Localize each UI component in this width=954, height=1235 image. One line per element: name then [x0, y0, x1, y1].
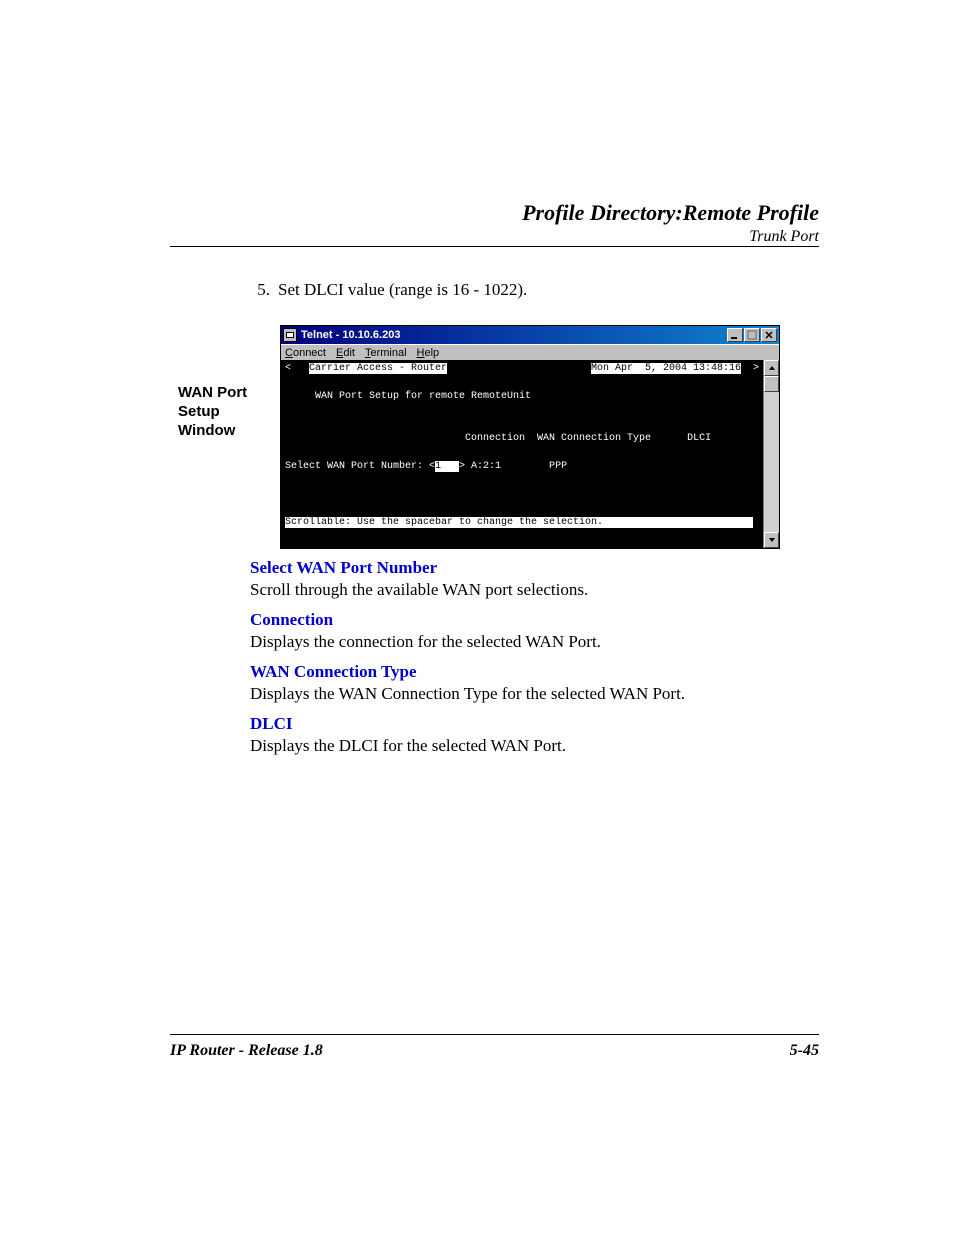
def-text-connection: Displays the connection for the selected… [250, 632, 819, 652]
header-title: Profile Directory:Remote Profile [522, 200, 819, 226]
terminal-blank-4 [285, 446, 759, 460]
footer-left: IP Router - Release 1.8 [170, 1042, 323, 1060]
row-suffix: > A:2:1 PPP [459, 461, 567, 472]
step-5: 5. Set DLCI value (range is 16 - 1022). [250, 280, 819, 300]
window-buttons [726, 328, 777, 342]
def-title-dlci: DLCI [250, 714, 819, 734]
terminal-status: Scrollable: Use the spacebar to change t… [285, 516, 759, 530]
body-content: 5. Set DLCI value (range is 16 - 1022). [250, 280, 819, 320]
app-icon [283, 328, 297, 342]
menu-edit[interactable]: Edit [336, 347, 355, 359]
def-text-dlci: Displays the DLCI for the selected WAN P… [250, 736, 819, 756]
side-label-line1: WAN Port [178, 384, 247, 403]
window-title: Telnet - 10.10.6.203 [301, 329, 726, 341]
menu-terminal-rest: erminal [370, 347, 406, 359]
scroll-track[interactable] [764, 376, 779, 532]
document-page: Profile Directory:Remote Profile Trunk P… [0, 0, 954, 1235]
figure-side-label: WAN Port Setup Window [178, 384, 247, 440]
menu-help[interactable]: Help [417, 347, 440, 359]
scroll-up-button[interactable] [764, 360, 779, 376]
terminal-wrap: < Carrier Access - Router Mon Apr 5, 200… [281, 360, 779, 548]
l1-title: Carrier Access - Router [309, 363, 447, 374]
l1-date: Mon Apr 5, 2004 13:48:16 [591, 363, 741, 374]
terminal-blank-2 [285, 404, 759, 418]
menu-connect[interactable]: Connect [285, 347, 326, 359]
def-title-wan-port: Select WAN Port Number [250, 558, 819, 578]
terminal-blank-3 [285, 418, 759, 432]
close-button[interactable] [761, 328, 777, 342]
menu-terminal[interactable]: Terminal [365, 347, 407, 359]
step-number: 5. [250, 280, 278, 300]
page-header: Profile Directory:Remote Profile Trunk P… [522, 200, 819, 246]
l1-open: < [285, 363, 309, 374]
terminal-columns: Connection WAN Connection Type DLCI [285, 432, 759, 446]
menu-connect-rest: onnect [293, 347, 326, 359]
terminal-subtitle: WAN Port Setup for remote RemoteUnit [285, 390, 759, 404]
field-definitions: Select WAN Port Number Scroll through th… [250, 558, 819, 756]
def-text-wan-conn-type: Displays the WAN Connection Type for the… [250, 684, 819, 704]
telnet-window: Telnet - 10.10.6.203 Connect Edit Termin… [280, 325, 780, 549]
side-label-line3: Window [178, 422, 247, 441]
window-menubar: Connect Edit Terminal Help [281, 344, 779, 360]
l1-close: > [741, 363, 759, 374]
menu-edit-rest: dit [343, 347, 355, 359]
terminal-line-1: < Carrier Access - Router Mon Apr 5, 200… [285, 362, 759, 376]
footer-right: 5-45 [790, 1042, 819, 1060]
row-value: 1 [435, 461, 459, 472]
vertical-scrollbar[interactable] [763, 360, 779, 548]
def-text-wan-port: Scroll through the available WAN port se… [250, 580, 819, 600]
window-titlebar: Telnet - 10.10.6.203 [281, 326, 779, 344]
page-footer: IP Router - Release 1.8 5-45 [170, 1042, 819, 1060]
step-text: Set DLCI value (range is 16 - 1022). [278, 280, 527, 300]
menu-help-rest: elp [424, 347, 439, 359]
status-text: Scrollable: Use the spacebar to change t… [285, 517, 753, 528]
row-prefix: Select WAN Port Number: < [285, 461, 435, 472]
side-label-line2: Setup [178, 403, 247, 422]
maximize-button[interactable] [744, 328, 760, 342]
terminal-row: Select WAN Port Number: <1 > A:2:1 PPP [285, 460, 759, 474]
scroll-down-button[interactable] [764, 532, 779, 548]
header-rule [170, 246, 819, 247]
footer-rule [170, 1034, 819, 1035]
terminal-blank-1 [285, 376, 759, 390]
terminal-blank-5 [285, 474, 759, 488]
terminal-area[interactable]: < Carrier Access - Router Mon Apr 5, 200… [281, 360, 763, 548]
terminal-blank-7 [285, 502, 759, 516]
terminal-blank-6 [285, 488, 759, 502]
terminal-blank-8 [285, 530, 759, 544]
header-subtitle: Trunk Port [522, 228, 819, 246]
def-title-wan-conn-type: WAN Connection Type [250, 662, 819, 682]
scroll-thumb[interactable] [764, 376, 779, 392]
minimize-button[interactable] [727, 328, 743, 342]
def-title-connection: Connection [250, 610, 819, 630]
